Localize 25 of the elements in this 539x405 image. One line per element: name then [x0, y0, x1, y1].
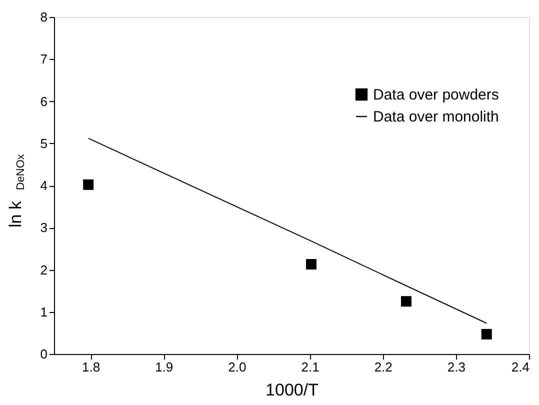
x-tick-label: 1.9	[155, 360, 174, 374]
line-series	[88, 138, 488, 324]
y-tick-label: 7	[40, 52, 48, 67]
y-axis-title: ln kDeNOx	[6, 154, 27, 228]
x-tick-label: 1.8	[82, 360, 100, 374]
y-tick-label: 5	[40, 136, 48, 151]
x-tick-label: 2.0	[228, 360, 246, 374]
y-tick-label: 8	[40, 10, 48, 24]
y-tick-label: 1	[40, 304, 48, 320]
legend-label: Data over monolith	[373, 108, 499, 126]
point	[400, 296, 412, 307]
y-tick-label: 3	[40, 220, 48, 236]
x-axis-title: 1000/T	[266, 380, 318, 400]
legend-label: Data over powders	[373, 86, 499, 104]
y-tick-label: 0	[40, 346, 48, 362]
x-tick-label: 2.2	[374, 360, 392, 374]
point	[83, 179, 94, 190]
x-tick-label: 2.4	[511, 360, 530, 374]
x-tick-label: 2.1	[301, 360, 320, 374]
point	[481, 328, 492, 340]
x-tick-label: 2.3	[447, 360, 466, 374]
y-tick-label: 2	[40, 262, 48, 278]
point	[306, 259, 316, 270]
y-tick-label: 4	[40, 178, 48, 193]
y-tick-label: 6	[40, 94, 48, 109]
